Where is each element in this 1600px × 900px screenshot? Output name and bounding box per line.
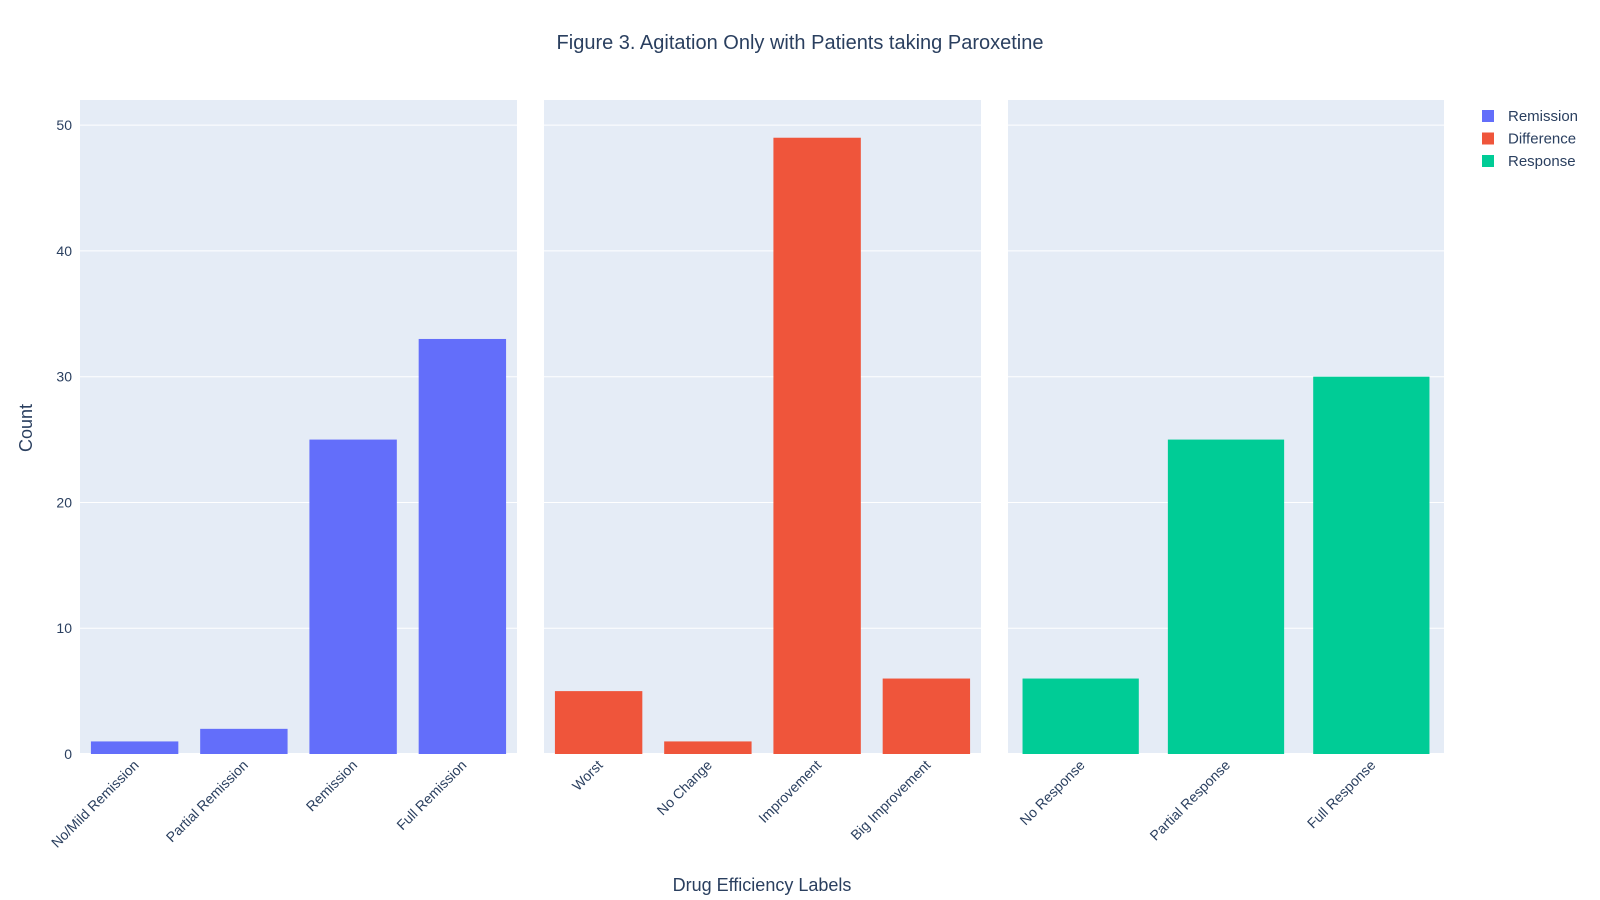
bar-difference	[554, 691, 643, 754]
y-axis-title: Count	[16, 404, 36, 452]
x-tick-label: No/Mild Remission	[48, 757, 142, 851]
bar-remission	[418, 338, 507, 754]
bar-remission	[90, 741, 179, 754]
x-tick-label: Improvement	[755, 757, 824, 826]
subplot-remission: No/Mild Remission Partial Remission Remiss…	[48, 100, 517, 851]
bar-difference	[664, 741, 752, 754]
bar-remission	[200, 728, 288, 754]
legend-swatch-remission	[1482, 110, 1494, 122]
bar-difference	[882, 678, 971, 754]
y-tick-label: 20	[56, 494, 72, 510]
legend-swatch-response	[1482, 155, 1494, 167]
legend-swatch-difference	[1482, 132, 1494, 145]
chart-title: Figure 3. Agitation Only with Patients t…	[557, 32, 1044, 54]
x-tick-label: Full Remission	[393, 757, 469, 833]
legend-label-difference: Difference	[1508, 131, 1576, 148]
x-tick-label: No Response	[1016, 757, 1087, 828]
x-tick-label: Worst	[569, 757, 606, 794]
bar-response	[1167, 439, 1285, 754]
legend: Remission Difference Response	[1482, 108, 1578, 170]
y-tick-label: 30	[56, 369, 72, 385]
x-tick-label: Big Improvement	[847, 757, 933, 843]
bar-difference	[773, 137, 861, 754]
bar-remission	[309, 439, 397, 754]
y-tick-label: 0	[64, 746, 72, 762]
x-tick-label: Remission	[303, 757, 361, 815]
plot-background	[544, 100, 981, 754]
x-axis-title: Drug Efficiency Labels	[673, 875, 852, 895]
x-tick-label: Full Response	[1304, 757, 1379, 832]
y-tick-label: 10	[56, 620, 72, 636]
subplot-difference: Worst No Change Improvement Big Improvement	[544, 100, 981, 843]
bar-response	[1022, 678, 1139, 754]
subplot-response: No Response Partial Response Full Response	[1008, 100, 1444, 844]
x-tick-label: Partial Response	[1146, 757, 1233, 844]
y-tick-label: 50	[56, 117, 72, 133]
x-tick-label: Partial Remission	[163, 757, 251, 845]
legend-label-remission: Remission	[1508, 108, 1578, 125]
x-tick-label: No Change	[654, 757, 716, 819]
bar-response	[1313, 376, 1430, 754]
y-tick-label: 40	[56, 243, 72, 259]
legend-label-response: Response	[1508, 153, 1576, 170]
